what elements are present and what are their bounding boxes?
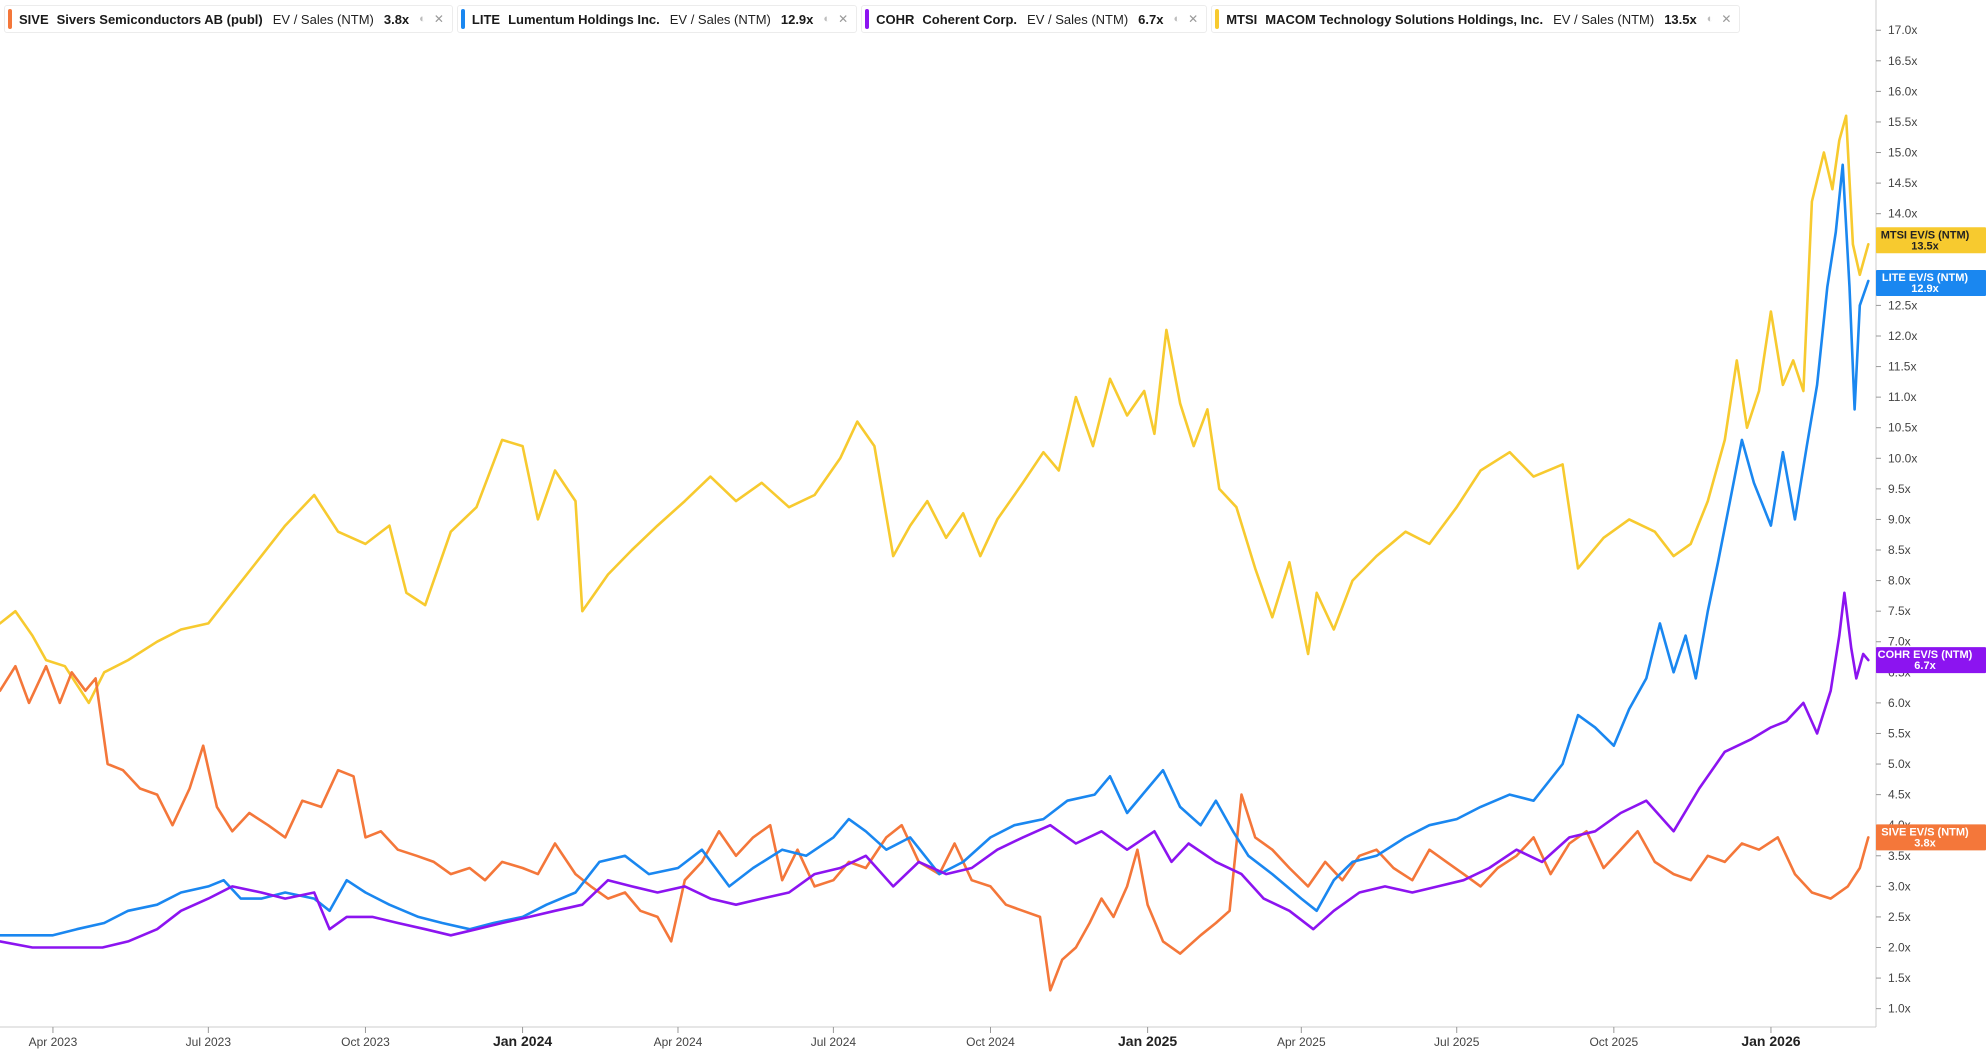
x-tick-label: Apr 2023 [29,1035,78,1049]
value-tag-label: LITE EV/S (NTM) [1882,272,1969,284]
hide-icon[interactable]: ◐ [1706,13,1714,25]
x-tick-label: Oct 2023 [341,1035,390,1049]
legend-name: Sivers Semiconductors AB (publ) [56,11,263,27]
value-tag-value: 12.9x [1911,283,1939,295]
hide-icon[interactable]: ◐ [1173,13,1181,25]
x-tick-label: Jan 2024 [493,1033,552,1049]
legend-name: Coherent Corp. [922,11,1018,27]
x-tick-label: Jul 2025 [1434,1035,1480,1049]
y-tick-label: 10.0x [1888,451,1917,465]
y-tick-label: 8.5x [1888,543,1911,557]
value-tag-mtsi: MTSI EV/S (NTM)13.5x [1876,227,1986,254]
value-tag-value: 6.7x [1914,660,1936,672]
value-tag-value: 3.8x [1914,837,1936,849]
legend-value: 12.9x [780,11,814,27]
value-tag-label: MTSI EV/S (NTM) [1881,229,1970,241]
legend-metric: EV / Sales (NTM) [1553,11,1655,27]
legend-metric: EV / Sales (NTM) [669,11,771,27]
y-tick-label: 5.5x [1888,726,1911,740]
y-tick-label: 14.5x [1888,176,1917,190]
y-tick-label: 11.5x [1888,360,1916,374]
close-icon[interactable]: ✕ [1721,12,1732,26]
y-tick-label: 3.5x [1888,849,1911,863]
legend-value: 3.8x [383,11,410,27]
value-tag-value: 13.5x [1911,240,1939,252]
value-tag-label: SIVE EV/S (NTM) [1881,826,1969,838]
value-tag-bg [1876,227,1986,254]
value-tag-sive: SIVE EV/S (NTM)3.8x [1876,824,1986,851]
x-tick-label: Jul 2024 [811,1035,857,1049]
x-tick-label: Jan 2026 [1741,1033,1800,1049]
close-icon[interactable]: ✕ [433,12,444,26]
x-tick-label: Apr 2025 [1277,1035,1326,1049]
y-tick-label: 12.0x [1888,329,1917,343]
series-line-cohr [0,591,1870,949]
value-tag-label: COHR EV/S (NTM) [1878,649,1973,661]
x-tick-label: Oct 2025 [1589,1035,1638,1049]
y-tick-label: 11.0x [1888,390,1916,404]
y-tick-label: 15.5x [1888,115,1917,129]
y-tick-label: 14.0x [1888,207,1917,221]
legend-item-cohr[interactable]: COHR Coherent Corp. EV / Sales (NTM) 6.7x ◐ ✕ [861,5,1208,33]
y-tick-label: 2.0x [1888,941,1911,955]
value-tag-bg [1876,824,1986,851]
legend-item-mtsi[interactable]: MTSI MACOM Technology Solutions Holdings,… [1211,5,1741,33]
legend: SIVE Sivers Semiconductors AB (publ) EV / … [4,5,1741,33]
legend-name: MACOM Technology Solutions Holdings, Inc… [1265,11,1544,27]
legend-swatch [460,9,465,29]
legend-value: 13.5x [1664,11,1697,27]
legend-ticker: SIVE [19,11,49,27]
series-line-sive [0,664,1870,992]
hide-icon[interactable]: ◐ [823,13,831,25]
value-tag-cohr: COHR EV/S (NTM)6.7x [1876,647,1986,674]
legend-ticker: COHR [876,11,915,27]
legend-ticker: MTSI [1226,11,1258,27]
x-tick-label: Apr 2024 [654,1035,703,1049]
series-line-lite [0,163,1870,937]
y-tick-label: 7.5x [1888,604,1911,618]
y-tick-label: 16.0x [1888,84,1917,98]
legend-swatch [1215,9,1220,29]
y-tick-label: 16.5x [1888,54,1917,68]
close-icon[interactable]: ✕ [838,12,849,26]
legend-metric: EV / Sales (NTM) [272,11,374,27]
y-tick-label: 9.0x [1888,512,1911,526]
y-tick-label: 4.5x [1888,788,1911,802]
y-tick-label: 6.0x [1888,696,1911,710]
legend-item-lite[interactable]: LITE Lumentum Holdings Inc. EV / Sales (NT… [456,5,858,33]
value-tag-lite: LITE EV/S (NTM)12.9x [1876,269,1986,296]
legend-name: Lumentum Holdings Inc. [508,11,660,27]
legend-item-sive[interactable]: SIVE Sivers Semiconductors AB (publ) EV / … [4,5,453,33]
legend-metric: EV / Sales (NTM) [1027,11,1129,27]
y-tick-label: 10.5x [1888,421,1917,435]
x-tick-label: Jan 2025 [1118,1033,1177,1049]
y-tick-label: 9.5x [1888,482,1911,496]
y-tick-label: 3.0x [1888,879,1911,893]
x-tick-label: Oct 2024 [966,1035,1015,1049]
hide-icon[interactable]: ◐ [419,13,426,25]
y-tick-label: 8.0x [1888,574,1911,588]
legend-swatch [865,9,870,29]
y-tick-label: 1.5x [1888,971,1911,985]
value-tag-bg [1876,647,1986,674]
legend-swatch [8,9,12,29]
y-tick-label: 15.0x [1888,146,1917,160]
legend-value: 6.7x [1138,11,1164,27]
close-icon[interactable]: ✕ [1188,12,1199,26]
legend-ticker: LITE [471,11,501,27]
y-tick-label: 5.0x [1888,757,1911,771]
y-tick-label: 7.0x [1888,635,1911,649]
x-tick-label: Jul 2023 [186,1035,232,1049]
y-tick-label: 17.0x [1888,23,1917,37]
series-line-mtsi [0,114,1870,705]
value-tag-bg [1876,269,1986,296]
y-tick-label: 2.5x [1888,910,1911,924]
y-tick-label: 1.0x [1888,1002,1911,1016]
y-tick-label: 12.5x [1888,298,1917,312]
